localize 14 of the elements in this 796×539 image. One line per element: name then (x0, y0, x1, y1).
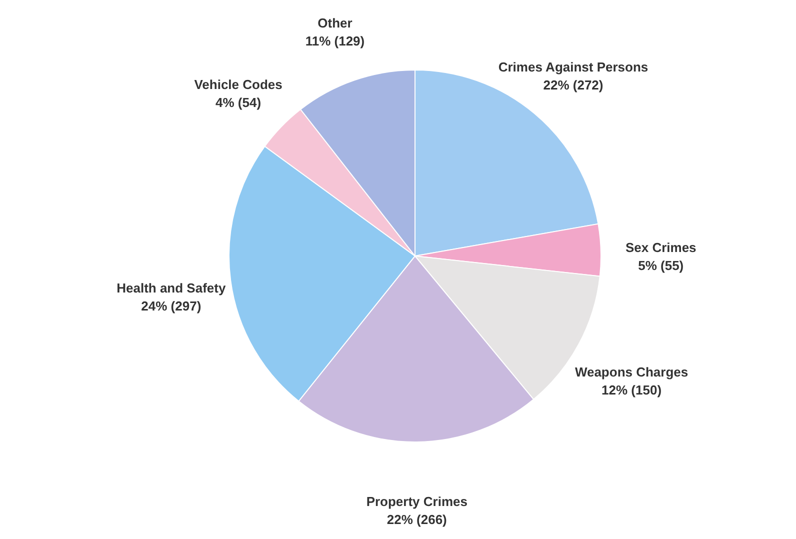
data-label: 22% (266) (386, 512, 447, 527)
slice-label: Property Crimes (366, 494, 468, 509)
data-label: 4% (54) (216, 94, 262, 110)
slice-label: Sex Crimes (625, 240, 696, 256)
slice-label: Vehicle Codes (194, 76, 282, 92)
data-label: 11% (129) (305, 33, 365, 48)
slice-label: Crimes Against Persons (498, 60, 648, 75)
data-label: 22% (272) (543, 78, 604, 93)
slice-label: Weapons Charges (574, 364, 688, 380)
slice-label: Other (318, 15, 352, 30)
data-label: 24% (297) (141, 298, 202, 314)
slice-label: Health and Safety (116, 280, 226, 296)
data-label: 5% (55) (638, 258, 684, 274)
data-label: 12% (150) (602, 382, 662, 398)
